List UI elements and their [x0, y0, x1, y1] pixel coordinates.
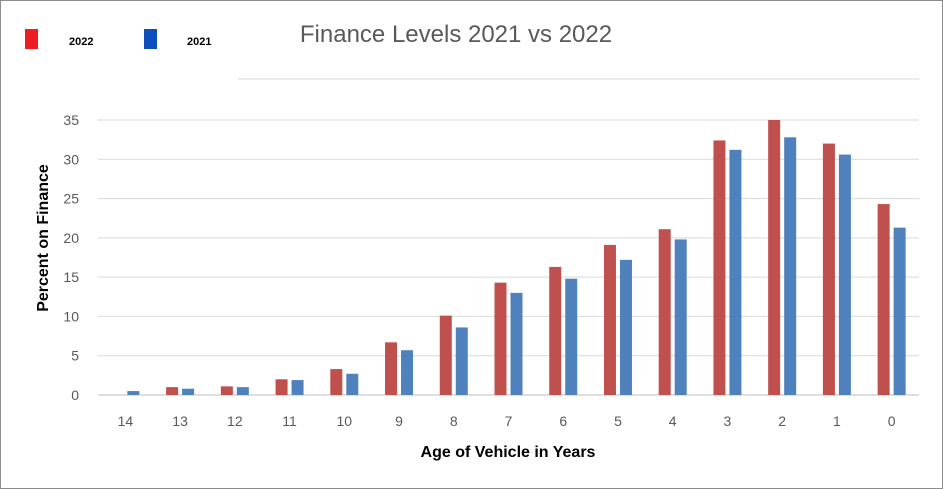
- legend-swatch-2021: [144, 29, 157, 49]
- legend-label-2021: 2021: [187, 36, 212, 48]
- y-tick-label: 15: [63, 269, 79, 285]
- bar-2022-0: [877, 204, 890, 395]
- bar-2021-2: [784, 137, 797, 396]
- bar-2022-11: [275, 379, 288, 395]
- legend-label-2022: 2022: [69, 36, 94, 48]
- bar-2021-9: [401, 350, 414, 395]
- x-tick-label: 14: [118, 413, 134, 429]
- bar-2021-8: [455, 327, 468, 395]
- bar-2021-10: [346, 373, 359, 395]
- x-tick-label: 7: [505, 413, 513, 429]
- x-tick-label: 6: [559, 413, 567, 429]
- bar-2022-7: [494, 282, 507, 395]
- x-axis-title: Age of Vehicle in Years: [421, 444, 596, 461]
- gridlines: [98, 78, 919, 396]
- x-tick-label: 13: [172, 413, 188, 429]
- bar-2021-13: [182, 388, 195, 395]
- x-tick-label: 1: [833, 413, 841, 429]
- bar-2022-1: [822, 143, 835, 395]
- x-tick-label: 11: [282, 413, 297, 429]
- chart-title: Finance Levels 2021 vs 2022: [299, 21, 613, 48]
- y-tick-label: 30: [63, 151, 79, 167]
- bar-2022-12: [220, 386, 233, 395]
- bar-2022-10: [330, 369, 343, 395]
- bar-2022-13: [166, 387, 179, 395]
- legend-swatch-2022: [25, 29, 38, 49]
- bar-2022-9: [385, 342, 398, 395]
- bar-2021-5: [619, 259, 632, 395]
- x-tick-label: 5: [614, 413, 622, 429]
- bar-2022-6: [549, 266, 562, 395]
- x-tick-label: 9: [395, 413, 403, 429]
- y-axis-title: Percent on Finance: [35, 164, 52, 312]
- y-tick-label: 25: [63, 191, 79, 207]
- bar-2021-3: [729, 149, 742, 395]
- bar-2022-3: [713, 140, 726, 395]
- x-tick-label: 10: [337, 413, 353, 429]
- bar-2021-12: [236, 387, 249, 395]
- bar-2021-1: [838, 154, 851, 395]
- bar-2021-0: [893, 227, 906, 395]
- x-tick-label: 0: [888, 413, 896, 429]
- bars: [127, 120, 906, 396]
- bar-2022-4: [658, 229, 671, 395]
- y-tick-label: 35: [63, 112, 79, 128]
- y-tick-label: 10: [63, 308, 79, 324]
- x-tick-label: 8: [450, 413, 458, 429]
- bar-2021-7: [510, 292, 523, 395]
- x-tick-label: 12: [227, 413, 243, 429]
- bar-2022-2: [768, 120, 781, 395]
- bar-2021-6: [565, 278, 578, 395]
- bar-2021-14: [127, 391, 140, 395]
- y-tick-label: 0: [71, 387, 79, 403]
- x-tick-label: 4: [669, 413, 677, 429]
- bar-2022-8: [439, 315, 452, 395]
- bar-2021-4: [674, 239, 687, 395]
- x-tick-label: 3: [724, 413, 732, 429]
- bar-2022-5: [603, 244, 616, 395]
- y-tick-label: 20: [63, 230, 79, 246]
- bar-2021-11: [291, 380, 304, 395]
- legend: 2022 2021: [1, 1, 238, 80]
- x-tick-label: 2: [778, 413, 786, 429]
- y-tick-label: 5: [71, 348, 79, 364]
